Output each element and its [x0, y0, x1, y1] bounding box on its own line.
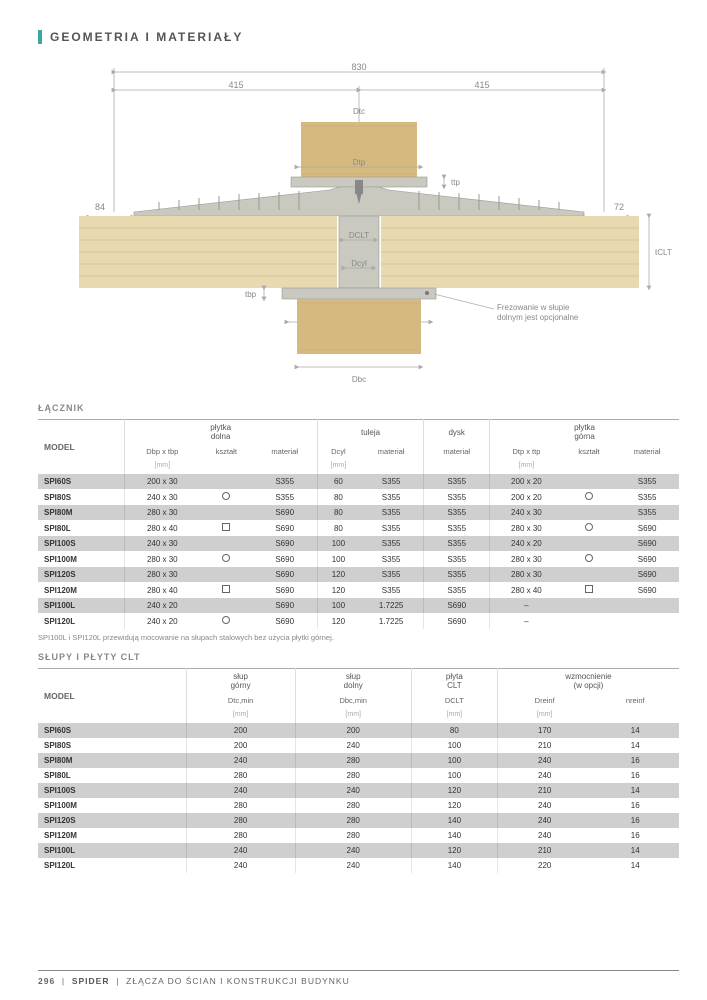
- diagram-svg: 830 415 415 Dtc Dtp ttp 84 72: [39, 62, 679, 397]
- table-connector: MODEL płytka dolna tuleja dysk płytka gó…: [38, 419, 679, 629]
- table-row: SPI80L 280 x 40S690 80S355 S355 280 x 30…: [38, 520, 679, 536]
- svg-text:tbp: tbp: [245, 290, 257, 299]
- col-top-plate: płytka górna: [490, 420, 679, 445]
- table-row: SPI60S 200 200 80 170 14: [38, 723, 679, 738]
- svg-text:Dtp: Dtp: [352, 158, 365, 167]
- page-footer: 296 | SPIDER | ZŁĄCZA DO ŚCIAN I KONSTRU…: [38, 970, 679, 986]
- svg-text:Dcyl: Dcyl: [351, 259, 367, 268]
- table-row: SPI100S 240 x 30S690 100S355 S355 240 x …: [38, 536, 679, 551]
- svg-text:415: 415: [474, 80, 489, 90]
- accent-bar: [38, 30, 42, 44]
- table-row: SPI120L 240 240 140 220 14: [38, 858, 679, 873]
- table-row: SPI80M 280 x 30S690 80S355 S355 240 x 30…: [38, 505, 679, 520]
- footer-desc: ZŁĄCZA DO ŚCIAN I KONSTRUKCJI BUDYNKU: [126, 976, 350, 986]
- svg-text:830: 830: [351, 62, 366, 72]
- svg-text:Frezowanie w słupie dolnym: Frezowanie w słupie dolnym jest opcjonal…: [497, 303, 579, 322]
- svg-text:DCLT: DCLT: [348, 231, 368, 240]
- footer-brand: SPIDER: [72, 976, 110, 986]
- section-title: GEOMETRIA I MATERIAŁY: [38, 30, 679, 44]
- table-row: SPI120L 240 x 20S690 1201.7225 S690 –: [38, 613, 679, 629]
- table-row: SPI80L 280 280 100 240 16: [38, 768, 679, 783]
- table-row: SPI100L 240 240 120 210 14: [38, 843, 679, 858]
- table-row: SPI100S 240 240 120 210 14: [38, 783, 679, 798]
- svg-text:415: 415: [228, 80, 243, 90]
- page-number: 296: [38, 976, 55, 986]
- section-title-text: GEOMETRIA I MATERIAŁY: [50, 30, 243, 44]
- table-row: SPI120S 280 x 30S690 120S355 S355 280 x …: [38, 567, 679, 582]
- table-row: SPI100L 240 x 20S690 1001.7225 S690 –: [38, 598, 679, 613]
- svg-text:Dbc: Dbc: [351, 375, 365, 384]
- svg-text:84: 84: [95, 202, 105, 212]
- table-row: SPI120S 280 280 140 240 16: [38, 813, 679, 828]
- table-row: SPI60S 200 x 30S355 60S355 S355 200 x 20…: [38, 474, 679, 489]
- table-row: SPI80S 240 x 30S355 80S355 S355 200 x 20…: [38, 489, 679, 505]
- svg-text:Dtc: Dtc: [353, 107, 365, 116]
- col-bottom-plate: płytka dolna: [124, 420, 317, 445]
- table-row: SPI80M 240 280 100 240 16: [38, 753, 679, 768]
- table-row: SPI120M 280 280 140 240 16: [38, 828, 679, 843]
- table2-title: SŁUPY I PŁYTY CLT: [38, 652, 679, 662]
- diagram: 830 415 415 Dtc Dtp ttp 84 72: [38, 62, 679, 397]
- col-model: MODEL: [38, 420, 124, 475]
- table1-title: ŁĄCZNIK: [38, 403, 679, 413]
- table-row: SPI100M 280 x 30S690 100S355 S355 280 x …: [38, 551, 679, 567]
- svg-text:72: 72: [614, 202, 624, 212]
- table1-footnote: SPI100L i SPI120L przewidują mocowanie n…: [38, 633, 679, 642]
- col-sleeve: tuleja: [317, 420, 423, 445]
- svg-text:tCLT: tCLT: [655, 248, 672, 257]
- table-row: SPI100M 280 280 120 240 16: [38, 798, 679, 813]
- table-columns-clt: MODEL słup górny słup dolny płyta CLT wz…: [38, 668, 679, 873]
- svg-text:ttp: ttp: [451, 178, 460, 187]
- table-row: SPI120M 280 x 40S690 120S355 S355 280 x …: [38, 582, 679, 598]
- col-disc: dysk: [424, 420, 490, 445]
- table-row: SPI80S 200 240 100 210 14: [38, 738, 679, 753]
